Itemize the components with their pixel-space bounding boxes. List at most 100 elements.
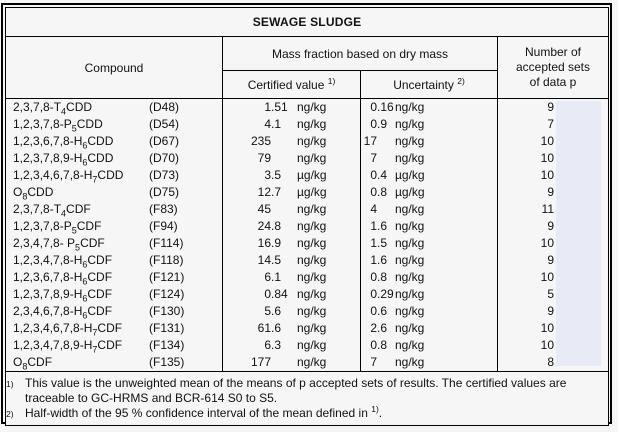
certified-value-cell: 14.5 ng/kg	[257, 253, 327, 267]
uncertainty-cell: 1.6 ng/kg	[370, 219, 425, 233]
compound-cell: 1,2,3,7,8,9-H6CDF (F124)	[6, 286, 222, 303]
data-area: 2,3,7,8-T4CDD (D48) 1,2,3,7,8-P5CDD (D54) 1,…	[5, 98, 609, 372]
compound-code: (D70)	[149, 151, 180, 165]
compound-code: (F131)	[149, 321, 185, 335]
column-header-mass-fraction: Mass fraction based on dry mass	[222, 36, 498, 71]
accepted-sets-cell: 10	[540, 321, 554, 335]
footnote-2-marker: 2)	[6, 408, 14, 419]
accepted-sets-cell: 9	[547, 304, 554, 318]
header-row-1: Compound Mass fraction based on dry mass…	[5, 36, 609, 99]
compound-cell: O8CDD (D75)	[6, 184, 222, 201]
compound-name: 1,2,3,4,6,7,8-H7CDD	[13, 168, 124, 185]
accepted-sets-column: 9 7 10 10 10 9 11 9 10 9 10 5 9 10 10 8	[497, 98, 609, 372]
uncertainty-cell: 4 ng/kg	[370, 202, 425, 216]
compound-code: (F118)	[149, 253, 184, 267]
compound-name: 1,2,3,6,7,8-H6CDF	[13, 270, 113, 287]
accepted-sets-cell: 11	[541, 202, 554, 216]
uncertainty-cell: 17 ng/kg	[363, 134, 425, 148]
compound-cell: 2,3,7,8-T4CDD (D48)	[6, 99, 222, 116]
compound-name: 1,2,3,7,8-P5CDD	[13, 117, 103, 134]
compound-name: 1,2,3,6,7,8-H6CDD	[13, 134, 114, 151]
uncertainty-cell: 0.8 ng/kg	[370, 338, 425, 352]
footnote-row: 1) This value is the unweighted mean of …	[5, 371, 609, 426]
compound-cell: 1,2,3,7,8-P5CDD (D54)	[6, 116, 222, 133]
uncertainty-cell: 7 ng/kg	[370, 151, 425, 165]
header-row-2: Certified value 1) Uncertainty 2)	[6, 70, 609, 99]
compound-cell: 2,3,4,7,8- P5CDF (F114)	[6, 235, 222, 252]
certified-value-cell: 4.1 ng/kg	[264, 117, 327, 131]
compound-cell: O8CDF (F135)	[6, 354, 222, 371]
compound-code: (D73)	[149, 168, 180, 182]
compound-cell: 1,2,3,4,6,7,8-H7CDF (F131)	[6, 320, 222, 337]
uncertainty-cell: 0.6 ng/kg	[370, 304, 425, 318]
uncertainty-cell: 0.4 µg/kg	[370, 168, 425, 182]
uncertainty-cell: 0.8 µg/kg	[370, 185, 425, 199]
certified-value-column: 1.51 ng/kg 4.1 ng/kg 235 ng/kg 79 ng/kg 3.5 µg/kg…	[222, 98, 361, 372]
compound-code: (D67)	[149, 134, 180, 148]
accepted-sets-cell: 9	[547, 253, 554, 267]
compound-name: O8CDD	[13, 185, 54, 202]
certified-value-cell: 5.6 ng/kg	[264, 304, 327, 318]
compound-name: 1,2,3,4,6,7,8-H7CDF	[13, 321, 123, 338]
certified-value-cell: 16.9 ng/kg	[257, 236, 327, 250]
compound-cell: 2,3,4,6,7,8-H6CDF (F130)	[6, 303, 222, 320]
compound-cell: 1,2,3,6,7,8-H6CDD (D67)	[6, 133, 222, 150]
compound-name: 1,2,3,7,8,9-H6CDD	[13, 151, 114, 168]
column-header-certified-value: Certified value 1)	[222, 70, 361, 99]
compound-code: (F121)	[149, 270, 185, 284]
accepted-sets-cell: 9	[547, 100, 554, 114]
uncertainty-cell: 0.16ng/kg	[370, 100, 425, 114]
accepted-sets-cell: 10	[540, 270, 554, 284]
compound-cell: 1,2,3,7,8-P5CDF (F94)	[6, 218, 222, 235]
compound-code: (F124)	[149, 287, 185, 301]
accepted-sets-cell: 8	[547, 355, 554, 369]
certified-value-cell: 45 ng/kg	[257, 202, 327, 216]
accepted-sets-cell: 9	[547, 219, 554, 233]
certified-value-cell: 24.8 ng/kg	[257, 219, 327, 233]
compound-code: (F134)	[149, 338, 185, 352]
compound-name: 2,3,4,6,7,8-H6CDF	[13, 304, 113, 321]
uncertainty-cell: 1.6 ng/kg	[370, 253, 425, 267]
compound-cell: 1,2,3,7,8,9-H6CDD (D70)	[6, 150, 222, 167]
compound-code: (F83)	[149, 202, 178, 216]
compound-name: 2,3,7,8-T4CDD	[13, 100, 93, 117]
compound-code: (D48)	[149, 100, 180, 114]
certified-value-cell: 235 ng/kg	[250, 134, 327, 148]
footnote-2-inline-ref: 1)	[371, 403, 379, 414]
certified-value-cell: 79 ng/kg	[257, 151, 327, 165]
compound-code: (D54)	[149, 117, 180, 131]
compound-name: 2,3,7,8-T4CDF	[13, 202, 91, 219]
certified-value-cell: 12.7 µg/kg	[257, 185, 327, 199]
accepted-sets-cell: 5	[547, 287, 554, 301]
uncertainty-column: 0.16ng/kg 0.9 ng/kg 17 ng/kg 7 ng/kg 0.4 µg/kg 0.…	[360, 98, 498, 372]
compound-code: (F114)	[149, 236, 184, 250]
footnote-2-text: Half-width of the 95 % confidence interv…	[25, 403, 383, 420]
compound-cell: 1,2,3,4,7,8,9-H7CDF (F134)	[6, 337, 222, 354]
column-header-compound: Compound	[5, 36, 223, 99]
certified-value-cell: 6.3 ng/kg	[264, 338, 327, 352]
compound-name: 1,2,3,4,7,8,9-H7CDF	[13, 338, 123, 355]
uncertainty-cell: 0.8 ng/kg	[370, 270, 425, 284]
certified-values-table: SEWAGE SLUDGE Compound Mass fraction bas…	[5, 7, 609, 426]
certified-value-cell: 61.6 ng/kg	[257, 321, 327, 335]
compound-name: 2,3,4,7,8- P5CDF	[13, 236, 105, 253]
certified-value-cell: 6.1 ng/kg	[264, 270, 327, 284]
footnote-1-text: This value is the unweighted mean of the…	[25, 375, 567, 405]
accepted-sets-cell: 10	[540, 151, 554, 165]
accepted-sets-cell: 10	[540, 338, 554, 352]
compound-name: O8CDF	[13, 355, 53, 372]
accepted-sets-cell: 9	[547, 185, 554, 199]
footnote-1-marker: 1)	[6, 378, 14, 389]
footnote-ref-2: 2)	[457, 75, 465, 86]
footnotes-cell: 1) This value is the unweighted mean of …	[5, 371, 609, 426]
column-header-accepted-sets: Number of accepted sets of data p	[497, 36, 609, 99]
uncertainty-cell: 7 ng/kg	[370, 355, 425, 369]
uncertainty-cell: 0.9 ng/kg	[370, 117, 425, 131]
compound-cell: 1,2,3,4,7,8-H6CDF (F118)	[6, 252, 222, 269]
compound-code: (F94)	[149, 219, 178, 233]
compound-name: 1,2,3,7,8-P5CDF	[13, 219, 102, 236]
compound-cell: 1,2,3,4,6,7,8-H7CDD (D73)	[6, 167, 222, 184]
uncertainty-cell: 1.5 ng/kg	[370, 236, 425, 250]
footnote-2: 2) Half-width of the 95 % confidence int…	[6, 403, 608, 422]
